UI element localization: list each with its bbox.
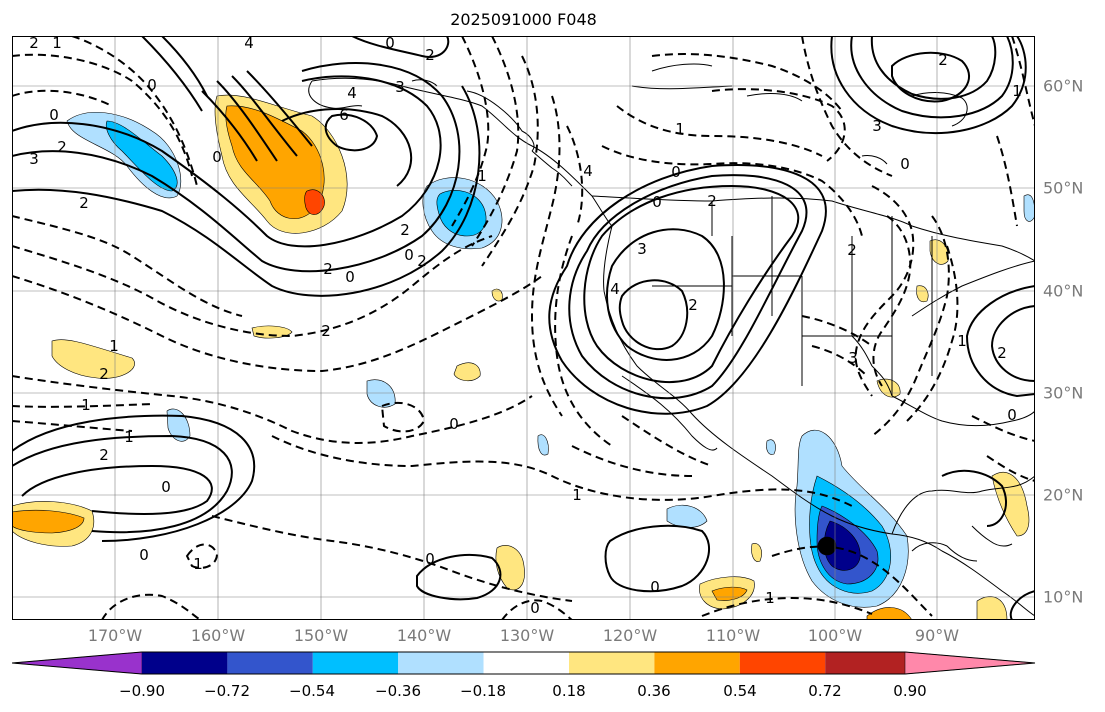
positive-contours	[12, 36, 1035, 620]
contour-label: 3	[637, 240, 647, 258]
colorbar-tick: 0.72	[808, 682, 842, 700]
contour-label: 0	[1007, 406, 1017, 424]
map-title: 2025091000 F048	[450, 10, 597, 29]
contour-label: 1	[765, 589, 775, 607]
contour-label: 2	[997, 344, 1007, 362]
contour-label: 0	[425, 550, 435, 568]
contour-label: 2	[707, 192, 717, 210]
contour-label: 0	[671, 163, 681, 181]
colorbar-tick: −0.36	[375, 682, 421, 700]
colorbar-tick: −0.18	[460, 682, 506, 700]
lon-label: 100°W	[807, 626, 863, 645]
lat-label: 20°N	[1043, 485, 1084, 505]
contour-label: 2	[417, 252, 427, 270]
colorbar-tick: −0.72	[204, 682, 250, 700]
contour-label: 3	[395, 78, 405, 96]
contour-label: 0	[449, 415, 459, 433]
colorbar-tick: −0.90	[119, 682, 165, 700]
contour-label: 0	[404, 246, 414, 264]
contour-label: 2	[29, 36, 39, 52]
contour-label: 3	[29, 150, 39, 168]
contour-label: 2	[938, 51, 948, 69]
contour-label: 1	[675, 120, 685, 138]
colorbar-tick: 0.54	[723, 682, 757, 700]
contour-label: 1	[477, 167, 487, 185]
contour-label: 2	[57, 138, 67, 156]
gridlines	[12, 36, 1035, 620]
contour-label: 4	[610, 280, 620, 298]
contour-label: 3	[872, 117, 882, 135]
contour-label: 0	[161, 478, 171, 496]
lat-label: 40°N	[1043, 281, 1084, 301]
contour-label: 3	[848, 349, 858, 367]
lat-label: 30°N	[1043, 383, 1084, 403]
contour-label: 6	[339, 106, 349, 124]
contour-label: 0	[530, 599, 540, 617]
lat-label: 50°N	[1043, 178, 1084, 198]
negative-contours	[12, 36, 1035, 620]
contour-label: 0	[49, 106, 59, 124]
contour-label: 2	[99, 446, 109, 464]
contour-label: 0	[147, 76, 157, 94]
contour-label: 1	[109, 337, 119, 355]
contour-labels: 0 2 1 2 4 6 0 3 2 4 2 1 2 1 0 0 2 3 2 1 …	[29, 36, 1022, 617]
colorbar-tick: 0.36	[637, 682, 671, 700]
contour-label: 2	[99, 365, 109, 383]
coastlines	[308, 63, 1035, 617]
colorbar-segment	[569, 652, 655, 674]
contour-label: 2	[79, 194, 89, 212]
forecast-map: 0 2 1 2 4 6 0 3 2 4 2 1 2 1 0 0 2 3 2 1 …	[12, 36, 1035, 620]
colorbar-segment	[739, 652, 826, 674]
lon-label: 160°W	[190, 626, 246, 645]
contour-label: 0	[652, 193, 662, 211]
lon-label: 140°W	[396, 626, 452, 645]
contour-label: 1	[81, 396, 91, 414]
contour-label: 2	[400, 221, 410, 239]
lat-label: 10°N	[1043, 587, 1084, 607]
lat-label: 60°N	[1043, 76, 1084, 96]
contour-label: 0	[212, 148, 222, 166]
contour-label: 4	[244, 36, 254, 52]
colorbar-segment	[227, 652, 313, 674]
colorbar-segment	[398, 652, 484, 674]
lon-label: 130°W	[499, 626, 555, 645]
colorbar-tick: −0.54	[289, 682, 335, 700]
contour-label: 0	[345, 268, 355, 286]
contour-label: 0	[650, 578, 660, 596]
shaded-anomalies	[12, 94, 1035, 620]
lon-label: 150°W	[293, 626, 349, 645]
colorbar	[12, 651, 1036, 675]
contour-label: 2	[847, 241, 857, 259]
contour-label: 2	[323, 260, 333, 278]
colorbar-segment	[825, 652, 911, 674]
contour-label: 1	[572, 486, 582, 504]
colorbar-segment	[142, 652, 228, 674]
contour-label: 1	[1012, 82, 1022, 100]
colorbar-tick: 0.18	[552, 682, 586, 700]
contour-label: 1	[957, 332, 967, 350]
contour-label: 4	[347, 84, 357, 102]
contour-label: 1	[52, 36, 62, 52]
lon-label: 110°W	[705, 626, 761, 645]
contour-label: 0	[385, 36, 395, 52]
contour-label: 2	[688, 296, 698, 314]
colorbar-segment	[654, 652, 740, 674]
lon-label: 90°W	[914, 626, 960, 645]
contour-label: 0	[139, 546, 149, 564]
colorbar-segment	[483, 652, 569, 674]
lon-label: 170°W	[87, 626, 143, 645]
colorbar-segment	[312, 652, 399, 674]
contour-label: 2	[321, 322, 331, 340]
contour-label: 2	[425, 46, 435, 64]
colorbar-segment	[904, 651, 1036, 675]
colorbar-segment	[12, 651, 143, 675]
contour-label: 1	[193, 555, 203, 573]
contour-label: 0	[900, 155, 910, 173]
colorbar-tick: 0.90	[893, 682, 927, 700]
lon-label: 120°W	[602, 626, 658, 645]
contour-label: 4	[583, 162, 593, 180]
contour-label: 1	[124, 428, 134, 446]
